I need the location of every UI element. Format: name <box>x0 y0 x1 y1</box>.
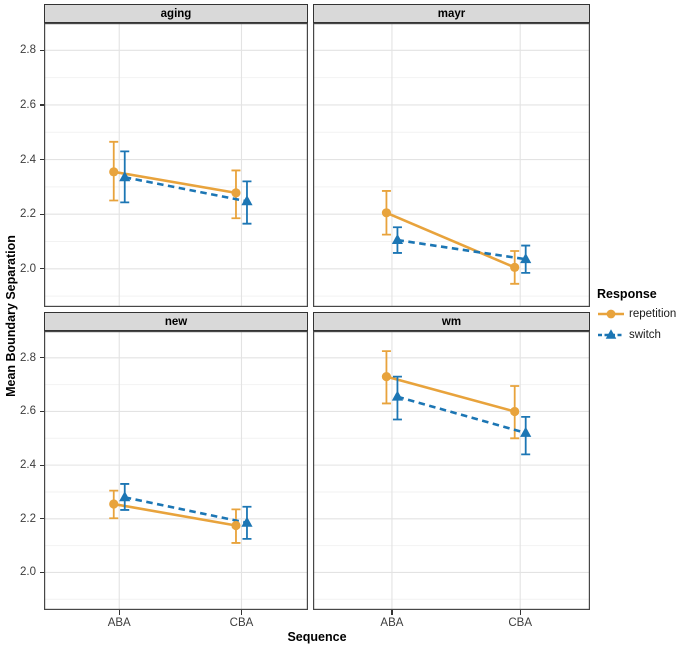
panel-aging <box>44 23 308 307</box>
panel-new <box>44 331 308 610</box>
point-circle-repetition <box>109 499 119 509</box>
point-triangle-switch <box>119 171 131 182</box>
y-tick-label: 2.8 <box>20 351 36 364</box>
point-circle-repetition <box>381 208 392 218</box>
y-tick-mark <box>39 464 44 466</box>
point-triangle-switch <box>391 233 404 244</box>
facet-strip-aging: aging <box>44 4 308 23</box>
y-tick-mark <box>39 49 44 51</box>
series-line-repetition <box>385 211 516 269</box>
panel-wm <box>313 331 590 610</box>
y-tick-mark <box>39 104 44 106</box>
series-line-repetition <box>113 170 237 195</box>
panel-border <box>313 23 590 307</box>
point-circle-repetition <box>109 167 119 177</box>
y-tick-label: 2.2 <box>20 208 36 221</box>
x-tick-label: CBA <box>508 617 533 629</box>
series-line-switch <box>397 395 527 435</box>
y-tick-mark <box>39 518 44 520</box>
series-line-switch <box>124 496 248 525</box>
x-tick-mark <box>519 610 521 615</box>
panel-border <box>44 23 308 307</box>
x-tick-mark <box>391 610 393 615</box>
facet-strip-new: new <box>44 312 308 331</box>
panel-background <box>313 331 590 610</box>
panel-border <box>44 331 308 610</box>
panel-border <box>313 331 590 610</box>
series-line-repetition <box>113 502 237 527</box>
legend-key-triangle-icon <box>598 329 624 339</box>
legend-items: repetition switch <box>597 306 685 343</box>
y-tick-label: 2.6 <box>20 405 36 418</box>
point-circle-repetition <box>231 188 241 198</box>
legend-key-triangle <box>605 329 617 339</box>
x-axis-title: Sequence <box>287 630 347 644</box>
y-tick-label: 2.0 <box>20 262 36 275</box>
y-tick-mark <box>39 571 44 574</box>
series-line-repetition <box>386 375 516 413</box>
legend-title: Response <box>597 287 657 301</box>
panel-background <box>44 331 308 610</box>
point-circle-repetition <box>381 372 392 382</box>
point-triangle-switch <box>391 390 404 401</box>
y-tick-mark <box>39 158 44 161</box>
point-circle-repetition <box>510 262 520 273</box>
x-tick-mark <box>240 610 243 615</box>
y-axis-title: Mean Boundary Separation <box>4 235 18 397</box>
y-tick-mark <box>39 213 44 215</box>
y-tick-label: 2.2 <box>20 512 36 525</box>
panel-background <box>313 23 590 307</box>
x-tick-label: CBA <box>229 617 254 629</box>
y-tick-label: 2.0 <box>20 566 36 579</box>
point-circle-repetition <box>510 406 520 417</box>
legend-label: repetition <box>629 308 677 320</box>
y-tick-label: 2.4 <box>20 153 36 166</box>
panel-background <box>44 23 308 307</box>
point-triangle-switch <box>520 253 532 264</box>
x-tick-label: ABA <box>107 617 131 629</box>
y-tick-mark <box>39 268 44 270</box>
point-triangle-switch <box>241 195 253 206</box>
panel-mayr <box>313 23 590 307</box>
series-line-switch <box>124 176 248 203</box>
facet-strip-mayr: mayr <box>313 4 590 23</box>
y-tick-label: 2.6 <box>20 98 36 111</box>
x-tick-mark <box>118 610 120 615</box>
point-triangle-switch <box>241 516 253 527</box>
legend: Response repetition switch <box>597 287 685 343</box>
legend-item-repetition: repetition <box>597 306 685 322</box>
y-tick-label: 2.4 <box>20 459 36 472</box>
x-tick-label: ABA <box>380 617 404 629</box>
y-tick-label: 2.8 <box>20 44 36 57</box>
point-triangle-switch <box>119 491 131 502</box>
point-triangle-switch <box>520 426 532 437</box>
point-circle-repetition <box>231 520 241 531</box>
facet-strip-wm: wm <box>313 312 590 331</box>
y-tick-mark <box>39 357 44 359</box>
legend-label: switch <box>629 329 661 341</box>
y-tick-mark <box>39 410 44 413</box>
legend-key-circle-icon <box>598 309 624 319</box>
legend-key-circle <box>606 309 616 319</box>
legend-item-switch: switch <box>597 327 685 343</box>
